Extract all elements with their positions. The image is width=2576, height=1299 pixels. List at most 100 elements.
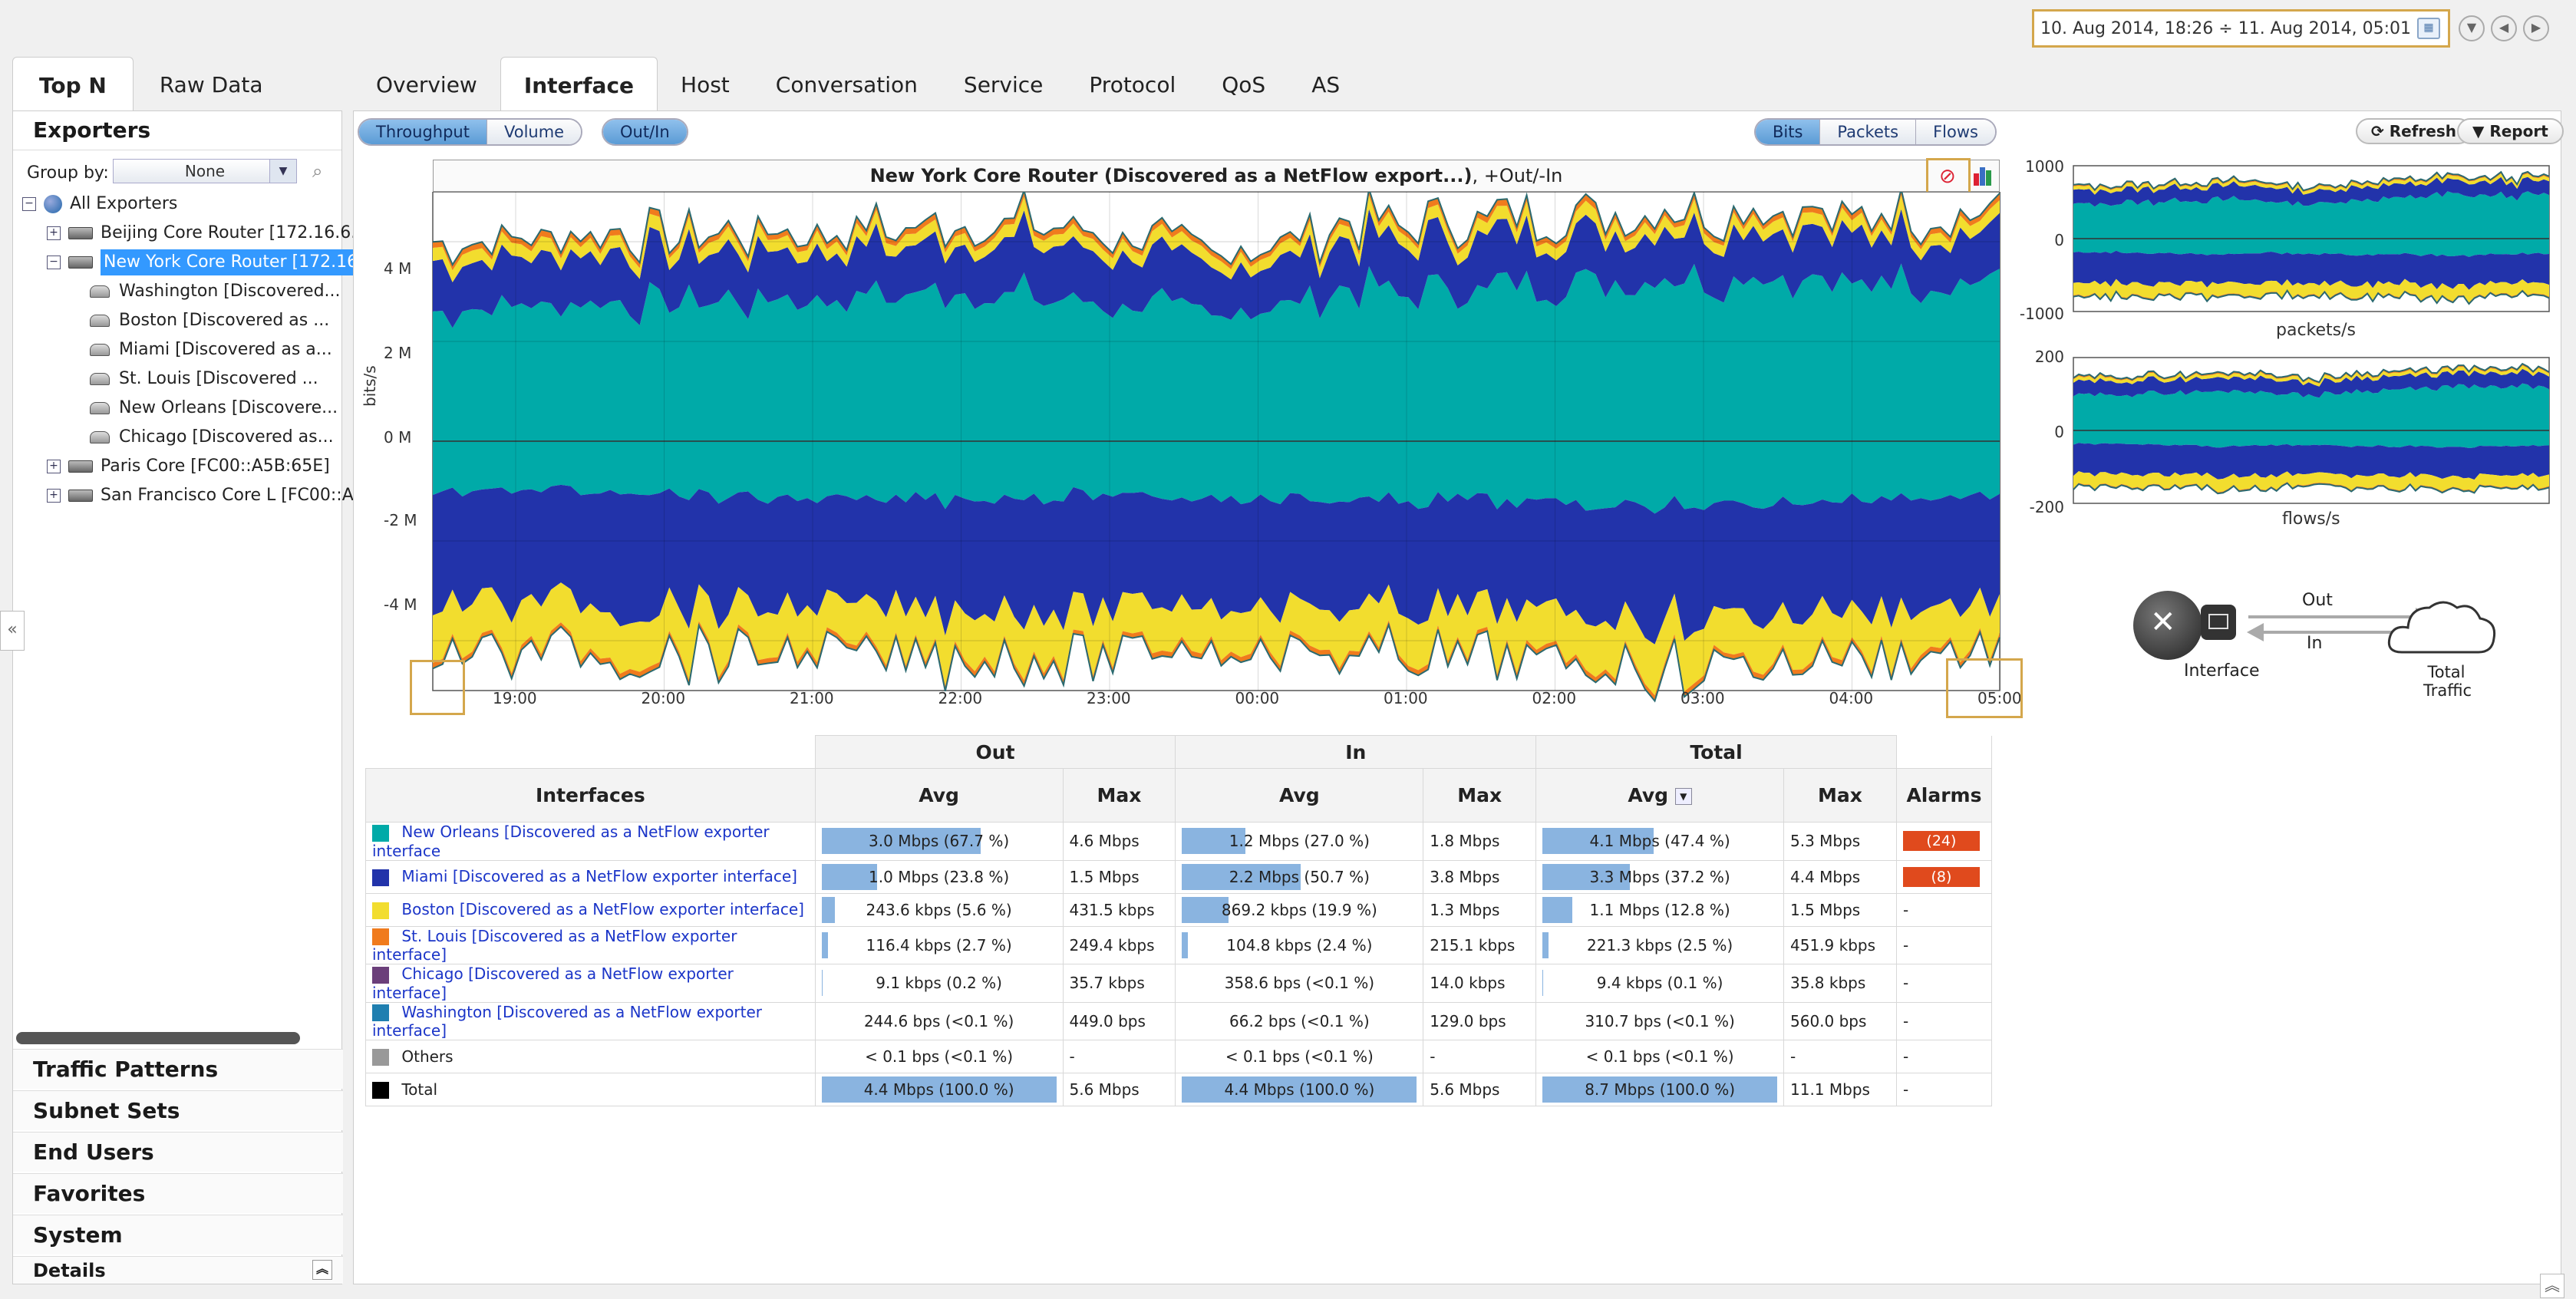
tab-as[interactable]: AS bbox=[1311, 72, 1341, 97]
table-row[interactable]: St. Louis [Discovered as a NetFlow expor… bbox=[365, 925, 1993, 964]
collapse-up-icon[interactable]: ︽ bbox=[2540, 1274, 2564, 1298]
tree-item-chicago[interactable]: Chicago [Discovered as... bbox=[90, 424, 334, 450]
tree-item-all-exporters[interactable]: − All Exporters bbox=[22, 191, 177, 217]
tree-item-paris[interactable]: + Paris Core [FC00::A5B:65E] bbox=[47, 453, 330, 480]
start-time-highlight[interactable] bbox=[410, 660, 465, 715]
flows-button[interactable]: Flows bbox=[1915, 120, 1995, 144]
section-subnet-sets[interactable]: Subnet Sets bbox=[13, 1090, 343, 1130]
table-row[interactable]: Others < 0.1 bps (<0.1 %) - < 0.1 bps (<0… bbox=[365, 1040, 1993, 1073]
alarm-badge[interactable]: (24) bbox=[1902, 831, 1980, 852]
interface-name-cell[interactable]: Total bbox=[365, 1073, 816, 1106]
table-row[interactable]: New Orleans [Discovered as a NetFlow exp… bbox=[365, 822, 1993, 861]
interface-link[interactable]: Boston [Discovered as a NetFlow exporter… bbox=[401, 900, 804, 919]
total-avg-cell: 221.3 kbps (2.5 %) bbox=[1535, 925, 1784, 964]
col-out-avg[interactable]: Avg bbox=[814, 768, 1064, 823]
end-time-highlight[interactable] bbox=[1946, 658, 2023, 718]
tab-conversation[interactable]: Conversation bbox=[775, 72, 918, 97]
col-in-max[interactable]: Max bbox=[1423, 768, 1537, 823]
col-interfaces[interactable]: Interfaces bbox=[365, 768, 816, 823]
col-alarms[interactable]: Alarms bbox=[1895, 768, 1993, 823]
tree-item-beijing[interactable]: + Beijing Core Router [172.16.6.94 bbox=[47, 220, 378, 246]
tree-item-miami[interactable]: Miami [Discovered as a... bbox=[90, 337, 332, 363]
section-traffic-patterns[interactable]: Traffic Patterns bbox=[13, 1049, 343, 1089]
interface-link[interactable]: New Orleans [Discovered as a NetFlow exp… bbox=[372, 823, 770, 860]
interface-name-cell[interactable]: New Orleans [Discovered as a NetFlow exp… bbox=[365, 822, 816, 861]
tree-item-st-louis[interactable]: St. Louis [Discovered ... bbox=[90, 366, 318, 392]
report-button[interactable]: ▼ Report bbox=[2457, 118, 2564, 144]
interface-name-cell[interactable]: Boston [Discovered as a NetFlow exporter… bbox=[365, 892, 816, 927]
expand-icon[interactable]: + bbox=[47, 489, 61, 503]
flows-chart[interactable]: 200 0 -200 bbox=[2018, 350, 2555, 526]
horizontal-scrollbar[interactable] bbox=[16, 1032, 300, 1044]
chevron-down-icon[interactable]: ▼ bbox=[269, 160, 296, 183]
table-row[interactable]: Boston [Discovered as a NetFlow exporter… bbox=[365, 892, 1993, 927]
search-icon[interactable]: ⌕ bbox=[312, 160, 323, 182]
tab-qos[interactable]: QoS bbox=[1222, 72, 1266, 97]
tree-item-san-francisco[interactable]: + San Francisco Core L [FC00::A5B bbox=[47, 483, 376, 509]
col-total-max[interactable]: Max bbox=[1783, 768, 1897, 823]
expand-icon[interactable]: + bbox=[47, 460, 61, 473]
tree-item-washington[interactable]: Washington [Discovered... bbox=[90, 279, 341, 305]
date-range-picker[interactable]: 10. Aug 2014, 18:26 ÷ 11. Aug 2014, 05:0… bbox=[2032, 9, 2450, 48]
interface-name-cell[interactable]: Washington [Discovered as a NetFlow expo… bbox=[365, 1001, 816, 1040]
tab-raw-data[interactable]: Raw Data bbox=[159, 72, 263, 97]
tree-item-boston[interactable]: Boston [Discovered as ... bbox=[90, 308, 329, 334]
alarm-badge[interactable]: (8) bbox=[1902, 866, 1980, 887]
bits-button[interactable]: Bits bbox=[1756, 120, 1820, 144]
table-row[interactable]: Chicago [Discovered as a NetFlow exporte… bbox=[365, 964, 1993, 1003]
table-row[interactable]: Miami [Discovered as a NetFlow exporter … bbox=[365, 859, 1993, 894]
interface-name-cell[interactable]: Others bbox=[365, 1040, 816, 1073]
tab-protocol[interactable]: Protocol bbox=[1089, 72, 1176, 97]
tab-top-n[interactable]: Top N bbox=[12, 57, 134, 110]
sort-desc-icon[interactable]: ▼ bbox=[1674, 788, 1692, 805]
collapse-icon[interactable]: − bbox=[22, 197, 36, 211]
interface-name-cell[interactable]: Chicago [Discovered as a NetFlow exporte… bbox=[365, 964, 816, 1003]
volume-button[interactable]: Volume bbox=[486, 120, 582, 144]
interface-name-cell[interactable]: Miami [Discovered as a NetFlow exporter … bbox=[365, 859, 816, 894]
table-row[interactable]: Total 4.4 Mbps (100.0 %) 5.6 Mbps 4.4 Mbp… bbox=[365, 1073, 1993, 1106]
packets-chart[interactable]: 1000 0 -1000 bbox=[2018, 158, 2555, 342]
collapse-icon[interactable]: − bbox=[47, 256, 61, 269]
collapse-up-icon[interactable]: ︽ bbox=[312, 1260, 332, 1280]
tab-overview[interactable]: Overview bbox=[376, 72, 477, 97]
percent-bar bbox=[821, 970, 823, 997]
chart-type-icon[interactable] bbox=[1972, 164, 1994, 186]
tree-item-new-orleans[interactable]: New Orleans [Discovere... bbox=[90, 395, 338, 421]
tab-service[interactable]: Service bbox=[963, 72, 1044, 97]
dropdown-arrow-icon[interactable]: ▼ bbox=[2459, 15, 2485, 41]
group-by-select[interactable]: None ▼ bbox=[113, 159, 297, 183]
alarms-cell[interactable]: (8) bbox=[1895, 859, 1993, 894]
dropdown-arrow-icon: ▼ bbox=[2472, 122, 2490, 140]
interface-link[interactable]: Miami [Discovered as a NetFlow exporter … bbox=[401, 867, 797, 886]
throughput-chart[interactable] bbox=[361, 192, 2010, 721]
percent-bar bbox=[821, 896, 835, 923]
previous-icon[interactable]: ◀ bbox=[2491, 15, 2517, 41]
main-tab-bar: Overview Interface Host Conversation Ser… bbox=[353, 57, 1363, 110]
col-in-avg[interactable]: Avg bbox=[1175, 768, 1424, 823]
interface-link[interactable]: St. Louis [Discovered as a NetFlow expor… bbox=[372, 926, 737, 964]
refresh-button[interactable]: ⟳ Refresh bbox=[2356, 118, 2472, 144]
tab-host[interactable]: Host bbox=[681, 72, 730, 97]
interface-name-cell[interactable]: St. Louis [Discovered as a NetFlow expor… bbox=[365, 925, 816, 964]
out-in-button[interactable]: Out/In bbox=[603, 120, 687, 144]
section-system[interactable]: System bbox=[13, 1215, 343, 1254]
col-out-max[interactable]: Max bbox=[1062, 768, 1176, 823]
interface-link[interactable]: Washington [Discovered as a NetFlow expo… bbox=[372, 1002, 763, 1040]
throughput-button[interactable]: Throughput bbox=[359, 120, 487, 144]
calendar-icon[interactable]: ▦ bbox=[2417, 18, 2440, 39]
tab-interface[interactable]: Interface bbox=[500, 57, 658, 110]
expand-icon[interactable]: + bbox=[47, 226, 61, 240]
collapse-panel-icon[interactable]: « bbox=[0, 611, 25, 651]
zoom-reset-icon[interactable]: ⊘ bbox=[1939, 165, 1956, 188]
section-details[interactable]: Details ︽ bbox=[13, 1256, 343, 1284]
table-row[interactable]: Washington [Discovered as a NetFlow expo… bbox=[365, 1001, 1993, 1040]
alarms-cell[interactable]: (24) bbox=[1895, 822, 1993, 861]
interface-link[interactable]: Chicago [Discovered as a NetFlow exporte… bbox=[372, 964, 734, 1002]
series-outline bbox=[2073, 288, 2550, 305]
col-total-avg[interactable]: Avg ▼ bbox=[1535, 768, 1784, 823]
packets-button[interactable]: Packets bbox=[1819, 120, 1916, 144]
section-end-users[interactable]: End Users bbox=[13, 1132, 343, 1172]
tree-item-new-york[interactable]: − New York Core Router [172.16.0 bbox=[47, 249, 378, 275]
section-favorites[interactable]: Favorites bbox=[13, 1173, 343, 1213]
next-icon[interactable]: ▶ bbox=[2523, 15, 2549, 41]
